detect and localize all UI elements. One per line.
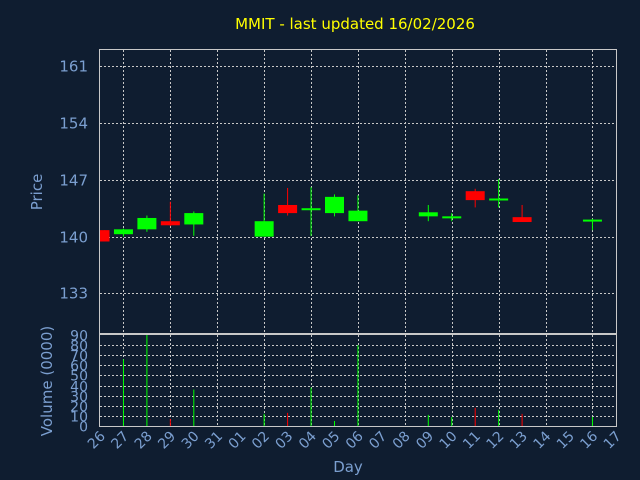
volume-tick-label: 50	[70, 369, 88, 385]
candle-body	[100, 230, 110, 242]
price-grid	[100, 50, 616, 334]
candle-body	[582, 219, 602, 222]
candle-body	[465, 191, 485, 201]
price-axis: 133 140 147 154 161	[59, 58, 88, 303]
day-tick-label: 02	[249, 429, 273, 453]
day-tick-label: 26	[85, 428, 109, 452]
candle-body	[512, 217, 532, 223]
day-tick-label: 03	[273, 429, 297, 453]
x-axis-label: Day	[333, 458, 363, 476]
day-tick-label: 04	[296, 428, 320, 452]
candle-body	[301, 208, 321, 211]
day-tick-label: 31	[202, 429, 226, 453]
day-tick-label: 12	[484, 429, 508, 453]
candle-body	[184, 213, 204, 225]
candle-body	[348, 210, 368, 222]
candle-body	[489, 198, 509, 201]
day-tick-label: 14	[530, 428, 554, 452]
price-tick-label: 133	[59, 285, 88, 303]
volume-tick-label: 70	[70, 349, 88, 365]
candles	[100, 179, 602, 242]
candle-body	[325, 196, 344, 214]
volume-tick-label: 20	[70, 400, 88, 416]
price-tick-label: 140	[59, 229, 88, 247]
day-tick-label: 05	[319, 429, 343, 453]
day-tick-label: 01	[226, 429, 250, 453]
day-tick-label: 07	[366, 429, 390, 453]
price-tick-label: 147	[59, 172, 88, 190]
volume-tick-label: 80	[70, 339, 88, 355]
day-tick-label: 10	[437, 429, 461, 453]
day-tick-label: 06	[343, 428, 367, 452]
day-tick-label: 27	[108, 429, 132, 453]
candle-body	[278, 204, 298, 214]
candle-body	[160, 221, 180, 226]
price-plot-frame	[99, 49, 617, 334]
price-axis-label: Price	[28, 174, 46, 211]
price-tick-label: 161	[59, 58, 88, 76]
day-tick-label: 30	[179, 429, 203, 453]
day-tick-label: 15	[554, 429, 578, 453]
price-tick-label: 154	[59, 115, 88, 133]
volume-tick-label: 10	[70, 410, 88, 426]
volume-tick-label: 0	[79, 420, 88, 436]
day-tick-label: 09	[413, 429, 437, 453]
candle-body	[254, 221, 274, 237]
volume-tick-label: 90	[70, 329, 88, 345]
day-tick-label: 08	[390, 429, 414, 453]
candle-body	[442, 216, 462, 219]
candle-body	[418, 212, 438, 217]
day-tick-label: 29	[155, 429, 179, 453]
day-tick-label: 28	[132, 429, 156, 453]
volume-plot-frame	[99, 334, 617, 427]
day-tick-label: 13	[507, 429, 531, 453]
volume-bars	[122, 335, 593, 426]
candle-body	[137, 217, 157, 230]
volume-tick-label: 60	[70, 359, 88, 375]
volume-axis-label: Volume (0000)	[38, 326, 56, 436]
day-axis: 26 27 28 29 30 31 01 02 03 04 05 06 07 08 09 10 11 12 13 14…	[85, 428, 625, 452]
volume-tick-label: 40	[70, 380, 88, 396]
day-tick-label: 11	[460, 429, 484, 453]
candle-body	[113, 229, 133, 235]
day-tick-label: 17	[601, 429, 625, 453]
day-tick-label: 16	[577, 428, 601, 452]
volume-tick-label: 30	[70, 390, 88, 406]
chart-title: MMIT - last updated 16/02/2026	[235, 15, 475, 33]
